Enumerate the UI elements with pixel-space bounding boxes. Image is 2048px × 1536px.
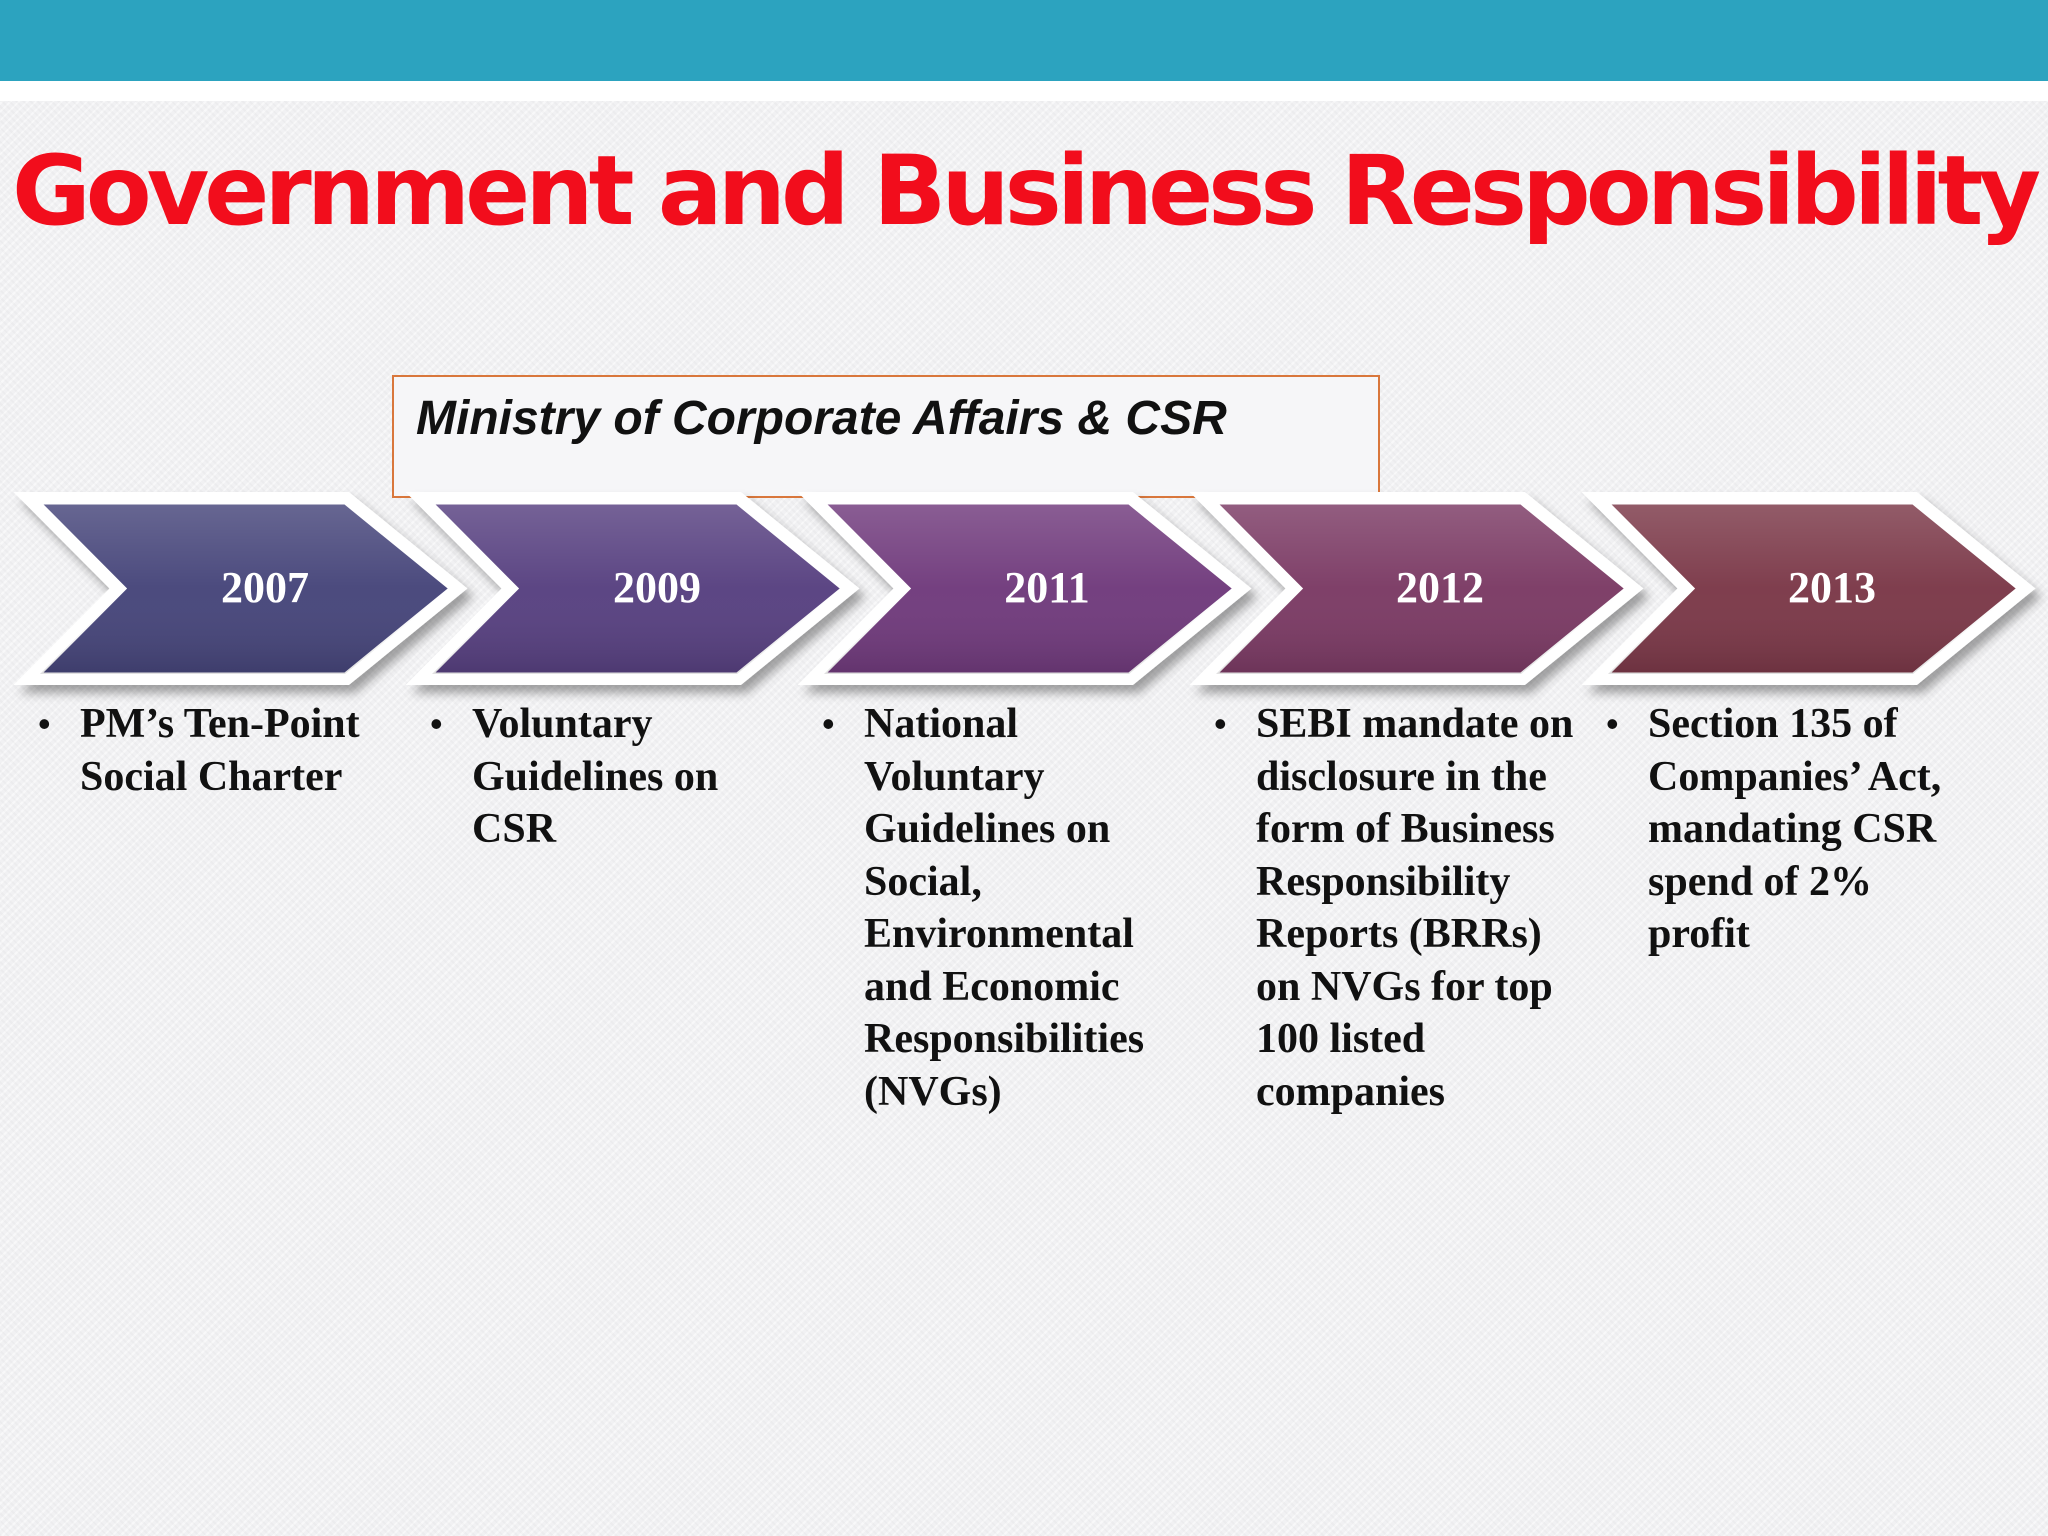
milestone-text: SEBI mandate on disclosure in the form o…	[1256, 701, 1574, 1115]
milestone-text: Voluntary Guidelines on CSR	[472, 701, 719, 852]
bullet-icon: •	[430, 703, 443, 744]
year-label-2012: 2012	[1396, 563, 1484, 612]
year-label-2009: 2009	[613, 563, 701, 612]
ministry-group-box: Ministry of Corporate Affairs & CSR	[392, 375, 1380, 498]
list-item: • National Voluntary Guidelines on Socia…	[822, 698, 1200, 1118]
chevron-gloss	[1608, 503, 2018, 674]
ministry-group-label: Ministry of Corporate Affairs & CSR	[416, 392, 1227, 445]
bullet-icon: •	[1606, 703, 1619, 744]
chevron-2012	[1189, 492, 1644, 685]
milestone-description-2011: • National Voluntary Guidelines on Socia…	[822, 698, 1200, 1118]
chevron-2007	[13, 492, 468, 685]
milestone-text: Section 135 of Companies’ Act, mandating…	[1648, 701, 1942, 957]
bullet-icon: •	[1214, 703, 1227, 744]
chevron-gloss	[432, 503, 842, 674]
year-label-2013: 2013	[1788, 563, 1876, 612]
milestone-description-2012: • SEBI mandate on disclosure in the form…	[1214, 698, 1592, 1118]
banner-divider	[0, 81, 2048, 101]
chevron-gloss	[824, 503, 1234, 674]
slide-title: Government and Business Responsibility	[11, 135, 2041, 247]
bullet-icon: •	[822, 703, 835, 744]
list-item: • PM’s Ten-Point Social Charter	[38, 698, 416, 803]
year-label-2007: 2007	[221, 563, 309, 612]
chevron-2009	[405, 492, 860, 685]
milestone-description-2007: • PM’s Ten-Point Social Charter	[38, 698, 416, 803]
chevron-gloss	[1216, 503, 1626, 674]
list-item: • Section 135 of Companies’ Act, mandati…	[1606, 698, 1984, 961]
bullet-icon: •	[38, 703, 51, 744]
milestone-text: PM’s Ten-Point Social Charter	[80, 701, 360, 800]
chevron-gloss	[40, 503, 450, 674]
chevron-2011	[797, 492, 1252, 685]
list-item: • SEBI mandate on disclosure in the form…	[1214, 698, 1592, 1118]
list-item: • Voluntary Guidelines on CSR	[430, 698, 808, 856]
chevron-2013	[1581, 492, 2036, 685]
top-banner-bar	[0, 0, 2048, 81]
year-label-2011: 2011	[1004, 563, 1090, 612]
milestone-description-2009: • Voluntary Guidelines on CSR	[430, 698, 808, 856]
milestone-description-2013: • Section 135 of Companies’ Act, mandati…	[1606, 698, 1984, 961]
milestone-text: National Voluntary Guidelines on Social,…	[864, 701, 1145, 1115]
